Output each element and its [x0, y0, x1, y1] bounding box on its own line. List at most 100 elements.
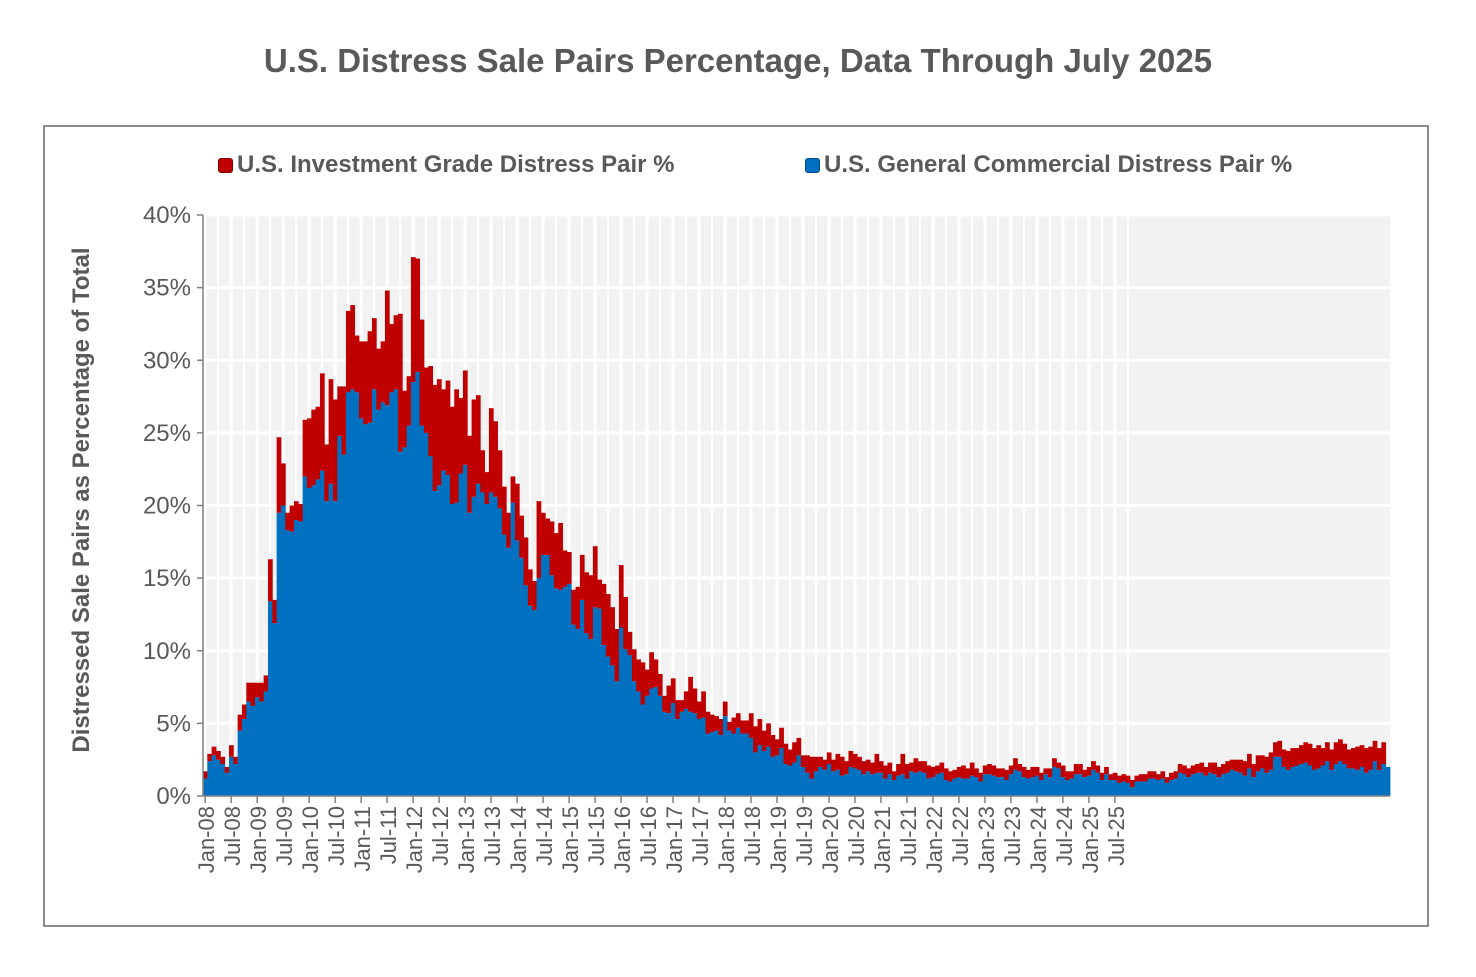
bar-investment-grade — [731, 717, 737, 734]
bar-general-commercial — [614, 681, 620, 796]
bar-general-commercial — [891, 780, 897, 796]
bar-investment-grade — [423, 367, 429, 433]
bar-general-commercial — [1238, 772, 1244, 796]
bar-investment-grade — [254, 682, 260, 698]
bar-investment-grade — [545, 518, 550, 555]
bar-general-commercial — [220, 764, 226, 796]
bar-investment-grade — [276, 437, 282, 513]
bar-investment-grade — [458, 398, 464, 474]
bar-investment-grade — [215, 750, 221, 760]
bar-general-commercial — [415, 371, 421, 796]
bar-general-commercial — [666, 713, 672, 796]
bar-investment-grade — [1147, 771, 1153, 779]
bar-investment-grade — [592, 546, 598, 608]
x-tick-label: Jul-13 — [480, 806, 505, 866]
bar-investment-grade — [1156, 774, 1161, 781]
bar-general-commercial — [779, 748, 784, 796]
bar-general-commercial — [956, 777, 962, 796]
bar-investment-grade — [1359, 745, 1365, 767]
bar-general-commercial — [952, 778, 958, 796]
bar-investment-grade — [1320, 748, 1326, 766]
bar-general-commercial — [1034, 775, 1040, 796]
bar-investment-grade — [844, 761, 849, 775]
x-tick-label: Jan-22 — [922, 806, 947, 873]
bar-investment-grade — [848, 750, 854, 767]
bar-general-commercial — [1004, 780, 1010, 796]
bar-investment-grade — [328, 379, 334, 484]
bar-general-commercial — [1368, 769, 1374, 796]
bar-general-commercial — [406, 425, 412, 796]
bar-general-commercial — [1273, 756, 1278, 796]
bar-investment-grade — [432, 384, 438, 491]
bar-general-commercial — [714, 730, 719, 796]
bar-investment-grade — [761, 730, 767, 751]
bar-investment-grade — [341, 386, 347, 455]
bar-investment-grade — [1216, 766, 1222, 778]
bar-general-commercial — [579, 599, 585, 796]
x-tick-label: Jul-18 — [740, 806, 765, 866]
bar-investment-grade — [800, 755, 806, 767]
x-tick-label: Jan-15 — [558, 806, 583, 873]
bar-general-commercial — [471, 496, 477, 796]
bar-general-commercial — [1247, 768, 1252, 796]
bar-general-commercial — [904, 778, 910, 796]
bar-investment-grade — [978, 772, 984, 782]
bar-general-commercial — [1225, 772, 1231, 796]
bar-general-commercial — [761, 750, 767, 796]
bar-general-commercial — [766, 746, 771, 796]
bar-investment-grade — [618, 565, 624, 628]
bar-general-commercial — [280, 505, 286, 796]
bar-general-commercial — [1364, 772, 1369, 796]
bar-general-commercial — [1316, 768, 1322, 796]
y-tick-label: 0% — [156, 783, 191, 810]
bar-general-commercial — [1216, 777, 1222, 796]
bar-investment-grade — [237, 714, 243, 731]
bar-general-commercial — [1052, 766, 1057, 796]
x-tick-label: Jul-22 — [948, 806, 973, 866]
bar-general-commercial — [293, 520, 299, 796]
bar-general-commercial — [1307, 765, 1313, 796]
bar-general-commercial — [332, 501, 338, 796]
bar-general-commercial — [1013, 769, 1018, 796]
bar-investment-grade — [961, 765, 966, 779]
bar-investment-grade — [397, 313, 403, 452]
bar-investment-grade — [774, 739, 780, 756]
bar-investment-grade — [753, 726, 758, 753]
x-tick-label: Jul-16 — [636, 806, 661, 866]
bar-general-commercial — [718, 734, 724, 796]
x-tick-label: Jan-19 — [766, 806, 791, 873]
bar-general-commercial — [1143, 781, 1148, 796]
bar-general-commercial — [592, 607, 598, 796]
bar-investment-grade — [657, 673, 663, 696]
chart-title: U.S. Distress Sale Pairs Percentage, Dat… — [263, 42, 1213, 79]
bar-general-commercial — [1073, 774, 1079, 796]
bar-investment-grade — [965, 768, 971, 779]
bar-general-commercial — [1160, 778, 1166, 796]
bar-general-commercial — [883, 778, 888, 796]
bar-investment-grade — [1143, 774, 1148, 782]
bar-general-commercial — [1047, 777, 1053, 796]
bar-investment-grade — [1034, 766, 1040, 776]
bar-general-commercial — [683, 708, 689, 796]
bar-investment-grade — [631, 649, 637, 682]
bar-investment-grade — [900, 753, 906, 775]
x-tick-label: Jul-12 — [428, 806, 453, 866]
bar-investment-grade — [1264, 756, 1270, 773]
bar-general-commercial — [575, 628, 581, 796]
legend-swatch-investment-grade — [218, 157, 233, 173]
bar-general-commercial — [826, 764, 832, 796]
bar-investment-grade — [393, 315, 399, 390]
bar-investment-grade — [519, 515, 524, 558]
bar-general-commercial — [449, 504, 455, 796]
bar-general-commercial — [831, 771, 836, 796]
bar-general-commercial — [324, 501, 330, 796]
bar-investment-grade — [1095, 765, 1101, 773]
bar-investment-grade — [770, 734, 776, 757]
bar-investment-grade — [514, 483, 520, 541]
bar-general-commercial — [1043, 774, 1049, 796]
x-tick-label: Jul-25 — [1104, 806, 1129, 866]
bar-general-commercial — [857, 769, 862, 796]
legend-label-investment-grade: U.S. Investment Grade Distress Pair % — [237, 151, 675, 178]
bar-investment-grade — [670, 678, 676, 704]
bar-investment-grade — [315, 406, 321, 480]
